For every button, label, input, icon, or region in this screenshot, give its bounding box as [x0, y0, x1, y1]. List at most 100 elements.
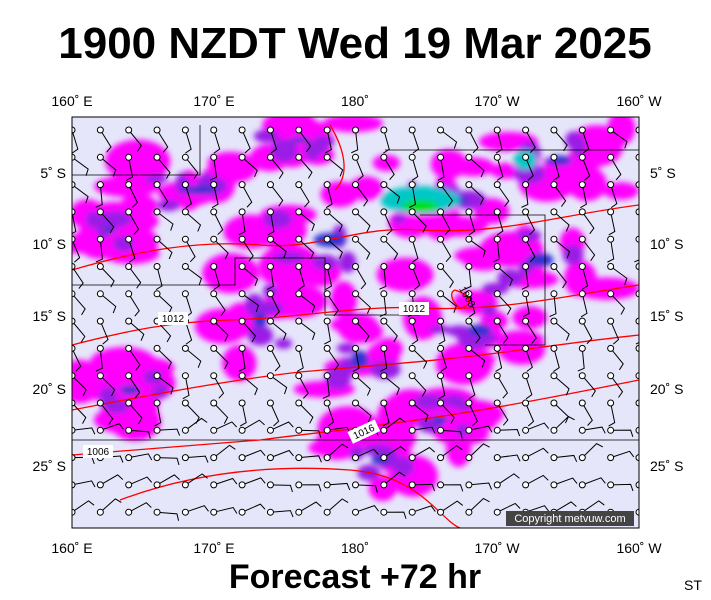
wind-barb [185, 505, 209, 513]
station [607, 317, 615, 325]
station [153, 208, 161, 216]
wind-barb [355, 402, 372, 423]
wind-barb [610, 348, 624, 371]
station [607, 344, 615, 352]
wind-barb [270, 510, 294, 518]
station [607, 372, 615, 380]
latitude-label: 25˚ S [33, 458, 66, 474]
wind-barb [72, 184, 89, 204]
wind-barb [492, 239, 500, 263]
wind-barb [298, 455, 322, 463]
station [550, 126, 558, 134]
station [323, 126, 331, 134]
wind-barb [156, 238, 173, 260]
station [522, 372, 530, 380]
wind-barb [638, 484, 639, 485]
isobar-label: 1012 [403, 304, 426, 315]
wind-barb [383, 375, 400, 396]
wind-barb [72, 156, 89, 176]
wind-barb [326, 238, 343, 259]
wind-barb [553, 238, 571, 259]
station [380, 344, 388, 352]
station [550, 426, 558, 434]
station [352, 235, 359, 243]
station [266, 181, 274, 189]
wind-barb [95, 239, 103, 263]
rain-mid [413, 393, 445, 410]
station [635, 481, 639, 489]
wind-barb [270, 484, 293, 493]
station [72, 263, 76, 270]
wind-barb [411, 211, 427, 233]
wind-barb [610, 266, 628, 286]
wind-barb [497, 454, 521, 462]
station [323, 235, 331, 243]
wind-barb [184, 184, 192, 209]
wind-barb [409, 184, 417, 209]
wind-barb [325, 129, 332, 154]
wind-barb [411, 375, 427, 397]
station [210, 399, 218, 407]
wind-barb [325, 266, 333, 291]
wind-barb [327, 482, 351, 491]
wind-barb [241, 266, 259, 286]
wind-barb [355, 505, 380, 513]
station [465, 508, 473, 516]
wind-barb [270, 156, 284, 179]
wind-barb [213, 238, 229, 260]
station [153, 235, 161, 243]
wind-barb [351, 129, 359, 154]
wind-barb [156, 320, 172, 343]
wind-barb [610, 184, 618, 209]
station [153, 153, 161, 161]
station [238, 454, 246, 462]
wind-barb [411, 157, 419, 181]
wind-barb [383, 511, 407, 519]
isobar-label-box [83, 445, 113, 458]
isobar-label-box [347, 419, 381, 444]
wind-barb [383, 129, 390, 154]
station [352, 454, 359, 462]
station [493, 263, 501, 270]
station [380, 508, 388, 516]
wind-barb [440, 429, 463, 439]
wind-barb [241, 156, 258, 178]
latitude-label: 20˚ S [33, 381, 66, 397]
wind-barb [72, 293, 86, 316]
wind-barb [496, 211, 504, 236]
wind-barb [496, 402, 509, 426]
wind-barb [581, 129, 590, 154]
coastlines [72, 125, 639, 441]
wind-barb [580, 184, 587, 209]
station [181, 344, 189, 352]
station [238, 153, 246, 161]
title: 1900 NZDT Wed 19 Mar 2025 [58, 19, 651, 68]
station [550, 181, 558, 189]
wind-barb [610, 129, 628, 149]
wind-barb [72, 500, 95, 513]
station [493, 399, 501, 407]
station [352, 153, 359, 161]
longitude-label: 170˚ W [474, 93, 520, 109]
rain-mid [565, 131, 582, 150]
station [465, 126, 473, 134]
rain-mid [144, 174, 168, 184]
station [238, 399, 246, 407]
station [578, 263, 586, 270]
station [465, 263, 473, 270]
station [323, 208, 331, 216]
wind-barb [379, 293, 387, 318]
station [635, 153, 639, 161]
station [607, 126, 615, 134]
station [153, 481, 161, 489]
station [125, 508, 133, 516]
station [352, 372, 359, 380]
wind-barb [553, 348, 560, 372]
wind-barb [241, 129, 251, 154]
station [437, 208, 445, 216]
wind-barb [440, 445, 463, 459]
station [295, 263, 303, 270]
wind-barb [468, 443, 490, 458]
wind-barb [298, 375, 309, 399]
